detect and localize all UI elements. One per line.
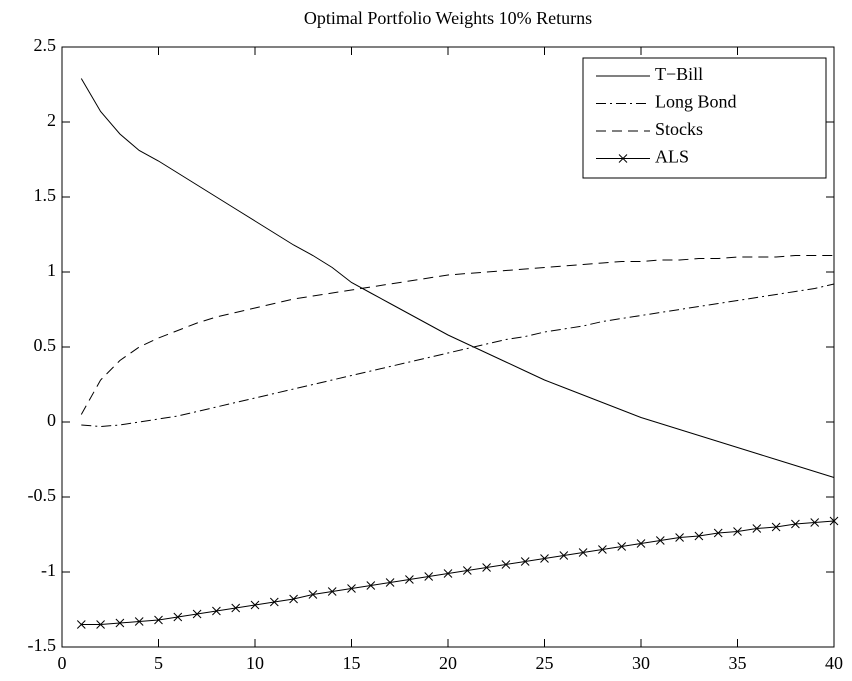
x-tick-label: 5: [154, 653, 163, 673]
chart-title: Optimal Portfolio Weights 10% Returns: [304, 8, 592, 28]
marker: [250, 600, 260, 610]
marker: [752, 524, 762, 533]
marker: [192, 609, 202, 619]
marker: [154, 615, 163, 625]
y-tick-label: -1.5: [28, 635, 57, 655]
x-tick-label: 10: [246, 653, 264, 673]
y-tick-label: 2.5: [34, 35, 57, 55]
legend-label: ALS: [655, 147, 689, 167]
legend-marker: [618, 154, 628, 163]
series-line: [80, 78, 835, 478]
legend-label: Long Bond: [655, 92, 737, 112]
marker: [115, 618, 125, 628]
legend-label: T−Bill: [655, 64, 703, 84]
marker: [559, 551, 569, 560]
x-tick-label: 25: [536, 653, 554, 673]
marker: [694, 531, 704, 541]
marker: [829, 516, 839, 526]
series-line: [80, 255, 834, 415]
series-line: [81, 520, 835, 625]
marker: [675, 533, 684, 542]
marker: [443, 569, 453, 578]
x-tick-label: 0: [58, 653, 67, 673]
marker: [791, 519, 800, 529]
marker: [578, 548, 588, 557]
marker: [134, 617, 144, 626]
marker: [655, 536, 665, 545]
marker: [269, 597, 279, 607]
y-tick-label: 0: [47, 410, 56, 430]
marker: [520, 557, 530, 566]
marker: [540, 554, 549, 563]
marker: [308, 590, 318, 599]
marker: [462, 566, 472, 575]
y-tick-label: 2: [47, 110, 56, 130]
marker: [733, 527, 742, 536]
marker: [501, 560, 511, 569]
marker: [231, 603, 241, 613]
marker: [810, 518, 820, 527]
marker: [424, 572, 434, 581]
x-tick-label: 20: [439, 653, 457, 673]
marker: [405, 575, 414, 584]
marker: [598, 545, 607, 554]
marker: [482, 563, 491, 572]
marker: [713, 528, 723, 538]
marker: [327, 587, 337, 596]
marker: [173, 612, 183, 622]
marker: [636, 539, 646, 548]
marker: [96, 620, 105, 629]
x-tick-label: 35: [729, 653, 747, 673]
marker: [347, 584, 356, 593]
y-tick-label: 0.5: [34, 335, 57, 355]
marker: [212, 606, 221, 616]
marker: [385, 578, 395, 587]
marker: [76, 620, 86, 629]
series-line: [81, 283, 835, 428]
marker: [617, 542, 627, 551]
y-tick-label: -0.5: [28, 485, 57, 505]
marker: [771, 522, 781, 532]
marker: [289, 594, 298, 604]
marker: [366, 581, 376, 590]
y-tick-label: -1: [41, 560, 56, 580]
y-tick-label: 1: [47, 260, 56, 280]
x-tick-label: 15: [343, 653, 361, 673]
x-tick-label: 30: [632, 653, 650, 673]
legend-label: Stocks: [655, 119, 703, 139]
x-tick-label: 40: [825, 653, 843, 673]
y-tick-label: 1.5: [34, 185, 57, 205]
